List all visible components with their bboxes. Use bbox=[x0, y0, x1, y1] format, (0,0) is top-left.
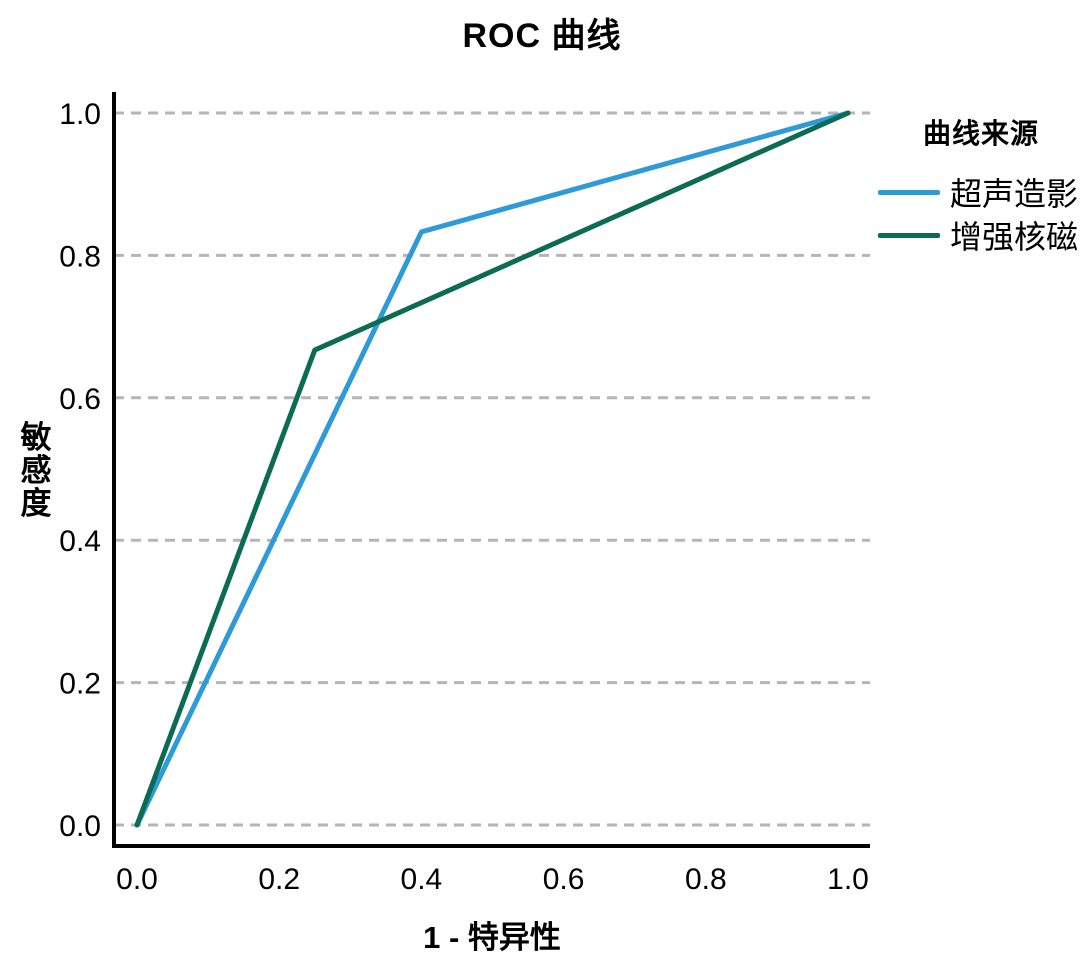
legend-entry: 超声造影 bbox=[878, 174, 1084, 212]
chart-title: ROC 曲线 bbox=[462, 17, 622, 55]
legend-label: 增强核磁 bbox=[950, 219, 1079, 255]
y-tick-label: 1.0 bbox=[59, 98, 101, 131]
x-tick-label: 0.6 bbox=[543, 863, 585, 896]
legend-entry: 增强核磁 bbox=[878, 217, 1084, 255]
series-line-0 bbox=[134, 110, 851, 828]
x-tick-label: 0.4 bbox=[401, 863, 443, 896]
legend-line-swatch bbox=[878, 189, 940, 195]
legend-title: 曲线来源 bbox=[922, 118, 1039, 149]
x-tick-label: 0.2 bbox=[258, 863, 300, 896]
x-axis-label: 1 - 特异性 bbox=[423, 920, 561, 955]
y-axis-label: 敏感度 bbox=[15, 420, 51, 520]
y-tick-label: 0.0 bbox=[59, 810, 101, 843]
y-tick-label: 0.4 bbox=[59, 525, 101, 558]
y-tick-label: 0.8 bbox=[59, 240, 101, 273]
legend-line-swatch bbox=[878, 232, 940, 238]
x-tick-label: 1.0 bbox=[827, 863, 869, 896]
series-line-1 bbox=[134, 110, 851, 828]
x-tick-label: 0.0 bbox=[116, 863, 158, 896]
y-tick-label: 0.2 bbox=[59, 668, 101, 701]
legend: 曲线来源 超声造影 增强核磁 bbox=[878, 112, 1084, 260]
x-tick-label: 0.8 bbox=[685, 863, 727, 896]
y-tick-label: 0.6 bbox=[59, 383, 101, 416]
legend-label: 超声造影 bbox=[950, 176, 1079, 212]
